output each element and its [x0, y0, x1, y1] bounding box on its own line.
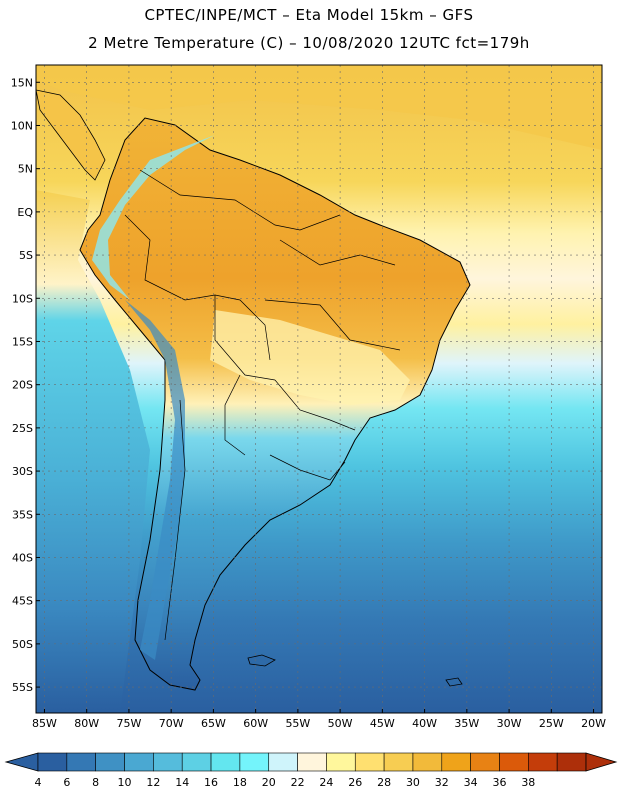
title-line-1: CPTEC/INPE/MCT – Eta Model 15km – GFS — [144, 6, 474, 24]
longitude-label: 80W — [74, 717, 99, 730]
colorbar-label: 8 — [92, 776, 99, 789]
longitude-label: 75W — [116, 717, 141, 730]
latitude-labels: 15N 10N 5N EQ 5S 10S 15S 20S 25S 30S 35S 40S 45S 50S 5… — [11, 76, 40, 694]
colorbar-swatch — [239, 752, 270, 772]
colorbar-swatch — [210, 752, 241, 772]
latitude-label: 45S — [12, 595, 33, 608]
colorbar-label: 38 — [521, 776, 535, 789]
latitude-label: 20S — [12, 379, 33, 392]
colorbar-label: 4 — [35, 776, 42, 789]
colorbar-swatch — [528, 752, 558, 772]
longitude-label: 85W — [32, 717, 57, 730]
south-america-landmass — [79, 117, 471, 691]
colorbar-low-arrow — [4, 752, 39, 772]
longitude-label: 70W — [159, 717, 184, 730]
colorbar-swatch — [556, 752, 587, 772]
colorbar-label: 26 — [348, 776, 362, 789]
falkland-islands — [247, 654, 276, 667]
colorbar-swatch — [153, 752, 183, 772]
colorbar-swatch — [441, 752, 471, 772]
colorbar-label: 36 — [492, 776, 506, 789]
colorbar-swatch — [268, 752, 298, 772]
latitude-label: 55S — [12, 681, 33, 694]
latitude-label: 15S — [12, 335, 33, 348]
colorbar-label: 22 — [291, 776, 305, 789]
title-line-2: 2 Metre Temperature (C) – 10/08/2020 12U… — [88, 34, 530, 52]
colorbar-label: 6 — [63, 776, 70, 789]
longitude-label: 55W — [285, 717, 310, 730]
colorbar-label: 30 — [406, 776, 420, 789]
longitude-label: 35W — [454, 717, 479, 730]
latitude-label: 30S — [12, 465, 33, 478]
latitude-label: EQ — [17, 206, 33, 219]
longitude-label: 40W — [412, 717, 437, 730]
latitude-label: 5N — [18, 163, 33, 176]
latitude-label: 25S — [12, 422, 33, 435]
colorbar-swatch — [181, 752, 212, 772]
colorbar-label: 18 — [233, 776, 247, 789]
andes-cool-band-south — [125, 300, 185, 660]
longitude-labels: 85W 80W 75W 70W 65W 60W 55W 50W 45W 40W 35W 30W 25W 2… — [32, 709, 606, 730]
colorbar-label: 20 — [262, 776, 276, 789]
colorbar-label: 32 — [435, 776, 449, 789]
latitude-label: 35S — [12, 508, 33, 521]
longitude-label: 50W — [328, 717, 353, 730]
colorbar-swatch — [95, 752, 125, 772]
colorbar-label: 14 — [175, 776, 189, 789]
colorbar-swatch — [412, 752, 443, 772]
longitude-label: 65W — [201, 717, 226, 730]
latitude-label: 10S — [12, 292, 33, 305]
colorbar-label: 34 — [464, 776, 478, 789]
colorbar-swatch — [354, 752, 385, 772]
colorbar-label: 16 — [204, 776, 218, 789]
latitude-label: 40S — [12, 551, 33, 564]
colorbar-swatch — [383, 752, 414, 772]
colorbar-swatch — [297, 752, 327, 772]
colorbar-swatch — [499, 752, 529, 772]
caribbean-warm-zone — [36, 65, 602, 150]
colorbar-swatch — [66, 752, 96, 772]
longitude-label: 25W — [539, 717, 564, 730]
latitude-label: 10N — [11, 119, 33, 132]
longitude-label: 30W — [497, 717, 522, 730]
colorbar-swatch — [124, 752, 154, 772]
central-america-landmass — [36, 89, 106, 181]
longitude-label: 20W — [581, 717, 606, 730]
colorbar-high-arrow — [585, 752, 618, 772]
andes-cool-band-north — [92, 135, 215, 300]
latitude-label: 50S — [12, 638, 33, 651]
longitude-label: 60W — [243, 717, 268, 730]
pacific-field — [36, 190, 150, 713]
colorbar-label: 24 — [319, 776, 333, 789]
colorbar-swatch — [326, 752, 356, 772]
colorbar-label: 28 — [377, 776, 391, 789]
colorbar-swatch — [470, 752, 500, 772]
latitude-label: 5S — [19, 249, 33, 262]
latitude-label: 15N — [11, 76, 33, 89]
colorbar-swatch — [37, 752, 68, 772]
south-georgia-island — [445, 677, 463, 687]
colorbar-label: 12 — [146, 776, 160, 789]
colorbar-label: 10 — [118, 776, 132, 789]
central-plateau-mild — [210, 310, 410, 405]
country-borders — [124, 169, 401, 641]
map-frame — [35, 64, 603, 714]
lat-lon-grid — [36, 65, 602, 713]
colorbar: 4 6 8 10 12 14 16 18 20 22 24 26 28 30 32 34 36 38 — [4, 752, 618, 789]
longitude-label: 45W — [370, 717, 395, 730]
